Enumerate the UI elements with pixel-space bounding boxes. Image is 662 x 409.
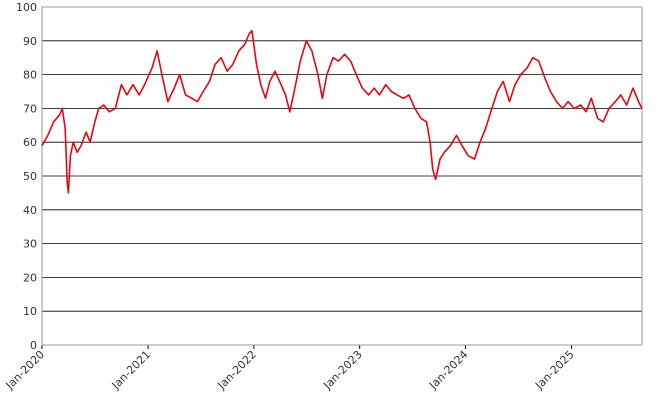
y-tick-label: 40 xyxy=(23,204,37,217)
y-tick-label: 60 xyxy=(23,136,37,149)
y-tick-label: 80 xyxy=(23,69,37,82)
y-tick-label: 10 xyxy=(23,305,37,318)
series-line-0 xyxy=(41,29,643,194)
x-tick-label: Jan-2020 xyxy=(3,348,47,392)
y-tick-label: 70 xyxy=(23,102,37,115)
y-tick-label: 50 xyxy=(23,170,37,183)
y-axis-ticks: 0 10 20 30 40 50 60 70 80 90 100 xyxy=(16,1,37,352)
x-tick-label: Jan-2021 xyxy=(109,348,153,392)
x-axis-ticks: Jan-2020 Jan-2021 Jan-2022 Jan-2023 Jan-2024… xyxy=(3,345,577,392)
plot-frame xyxy=(41,6,643,346)
series-layer xyxy=(41,29,643,194)
x-tick-label: Jan-2025 xyxy=(532,348,576,392)
y-tick-label: 30 xyxy=(23,238,37,251)
x-tick-label: Jan-2022 xyxy=(215,348,259,392)
y-tick-label: 0 xyxy=(30,339,37,352)
y-tick-label: 100 xyxy=(16,1,37,14)
y-tick-label: 20 xyxy=(23,271,37,284)
x-tick-label: Jan-2024 xyxy=(426,348,470,392)
y-tick-label: 90 xyxy=(23,35,37,48)
x-tick-label: Jan-2023 xyxy=(320,348,364,392)
